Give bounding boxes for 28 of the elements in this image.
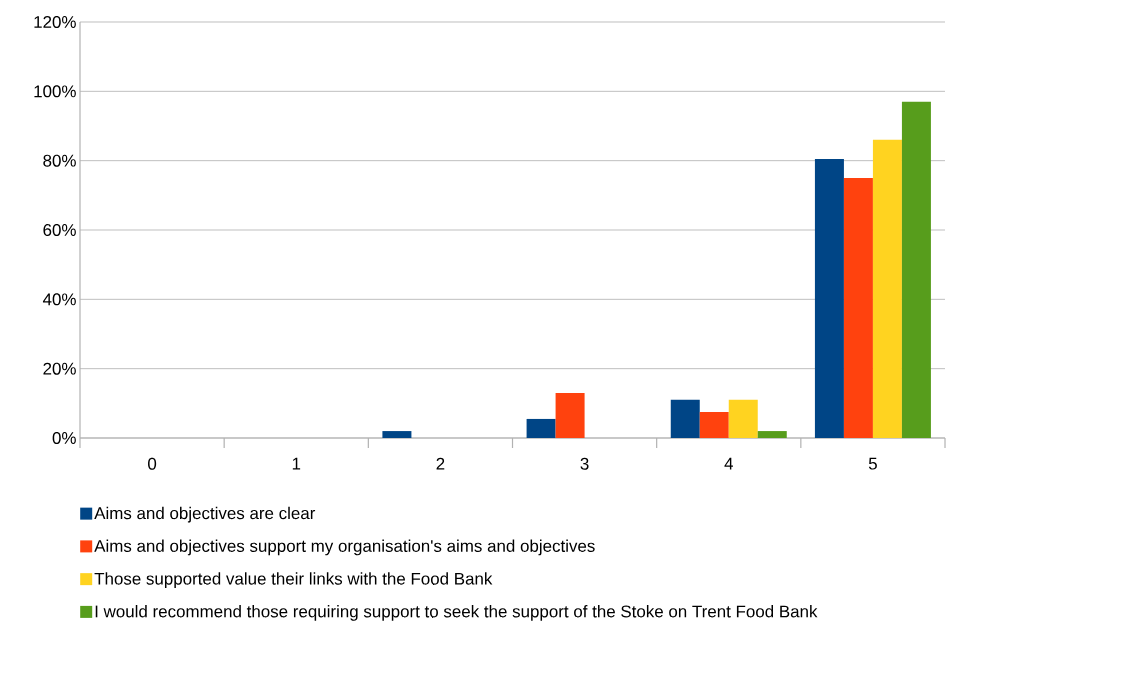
y-tick-label: 40%: [42, 293, 76, 306]
legend-label: Those supported value their links with the Food Bank: [94, 572, 493, 589]
bar: [728, 399, 758, 438]
bar: [872, 139, 902, 438]
bar: [843, 178, 873, 438]
y-tick-label: 120%: [34, 16, 76, 28]
legend-label: Aims and objectives are clear: [94, 506, 316, 523]
bar: [555, 392, 585, 438]
bar: [814, 158, 844, 438]
y-tick-label: 20%: [43, 362, 76, 375]
y-tick-label: 0%: [52, 432, 76, 444]
bar: [382, 431, 412, 438]
y-tick-label: 60%: [43, 224, 76, 236]
x-tick-label: 1: [292, 457, 301, 470]
x-tick-label: 4: [724, 457, 733, 470]
bar: [757, 431, 787, 438]
bar: [901, 101, 931, 438]
legend-label: I would recommend those requiring support to seek the support of the Stoke on Trent Food Bank: [95, 605, 818, 621]
x-tick-label: 0: [148, 457, 157, 470]
bar: [526, 418, 556, 438]
legend-label: Aims and objectives support my organisation's aims and objectives: [94, 539, 595, 556]
bar: [670, 399, 700, 438]
x-tick-label: 5: [868, 457, 877, 470]
x-tick-label: 2: [436, 457, 445, 470]
bar: [699, 412, 729, 438]
x-tick-label: 3: [580, 457, 589, 470]
y-tick-label: 100%: [34, 85, 76, 98]
y-tick-label: 80%: [43, 154, 76, 167]
